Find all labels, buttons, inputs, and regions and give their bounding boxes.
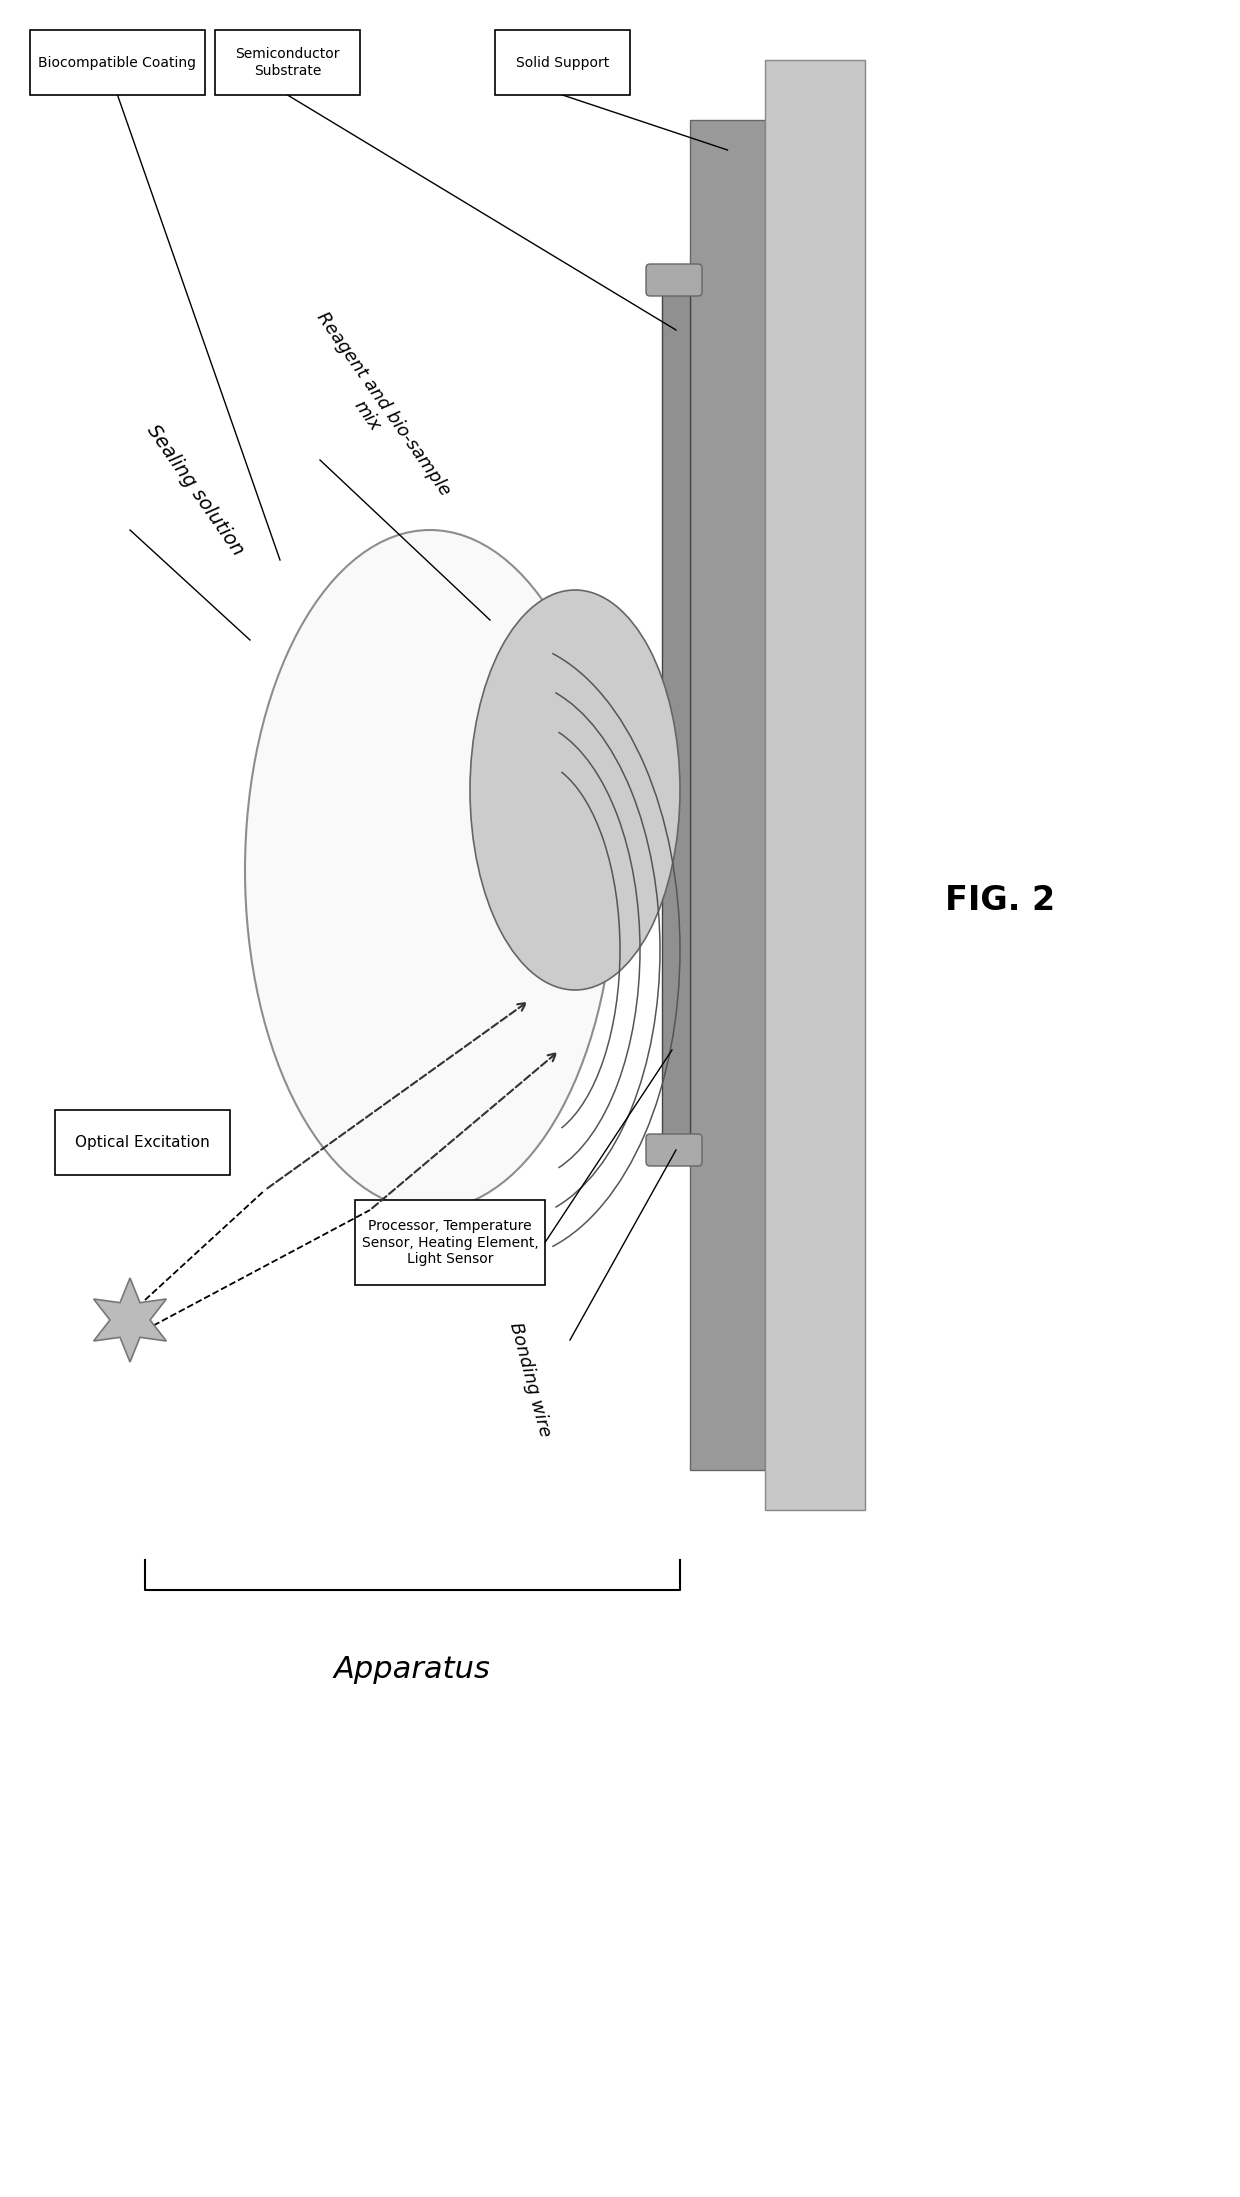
Text: Biocompatible Coating: Biocompatible Coating xyxy=(38,55,196,70)
Bar xyxy=(765,59,866,1509)
Text: Semiconductor
Substrate: Semiconductor Substrate xyxy=(236,48,340,77)
FancyBboxPatch shape xyxy=(646,1134,702,1167)
Text: Sealing solution: Sealing solution xyxy=(143,422,247,558)
Text: FIG. 2: FIG. 2 xyxy=(945,883,1055,916)
Text: Reagent and bio-sample
mix: Reagent and bio-sample mix xyxy=(296,310,454,512)
Text: Processor, Temperature
Sensor, Heating Element,
Light Sensor: Processor, Temperature Sensor, Heating E… xyxy=(362,1219,538,1265)
FancyBboxPatch shape xyxy=(355,1200,546,1285)
FancyBboxPatch shape xyxy=(30,31,205,94)
Text: Optical Excitation: Optical Excitation xyxy=(76,1136,210,1149)
Bar xyxy=(689,121,765,1470)
Text: Solid Support: Solid Support xyxy=(516,55,609,70)
Ellipse shape xyxy=(470,591,680,991)
FancyBboxPatch shape xyxy=(55,1109,229,1175)
FancyBboxPatch shape xyxy=(215,31,360,94)
Text: Apparatus: Apparatus xyxy=(334,1657,491,1685)
Bar xyxy=(662,279,689,1149)
FancyBboxPatch shape xyxy=(495,31,630,94)
Text: Bonding wire: Bonding wire xyxy=(506,1320,554,1439)
FancyBboxPatch shape xyxy=(646,264,702,297)
Ellipse shape xyxy=(246,529,615,1211)
Polygon shape xyxy=(94,1279,166,1362)
